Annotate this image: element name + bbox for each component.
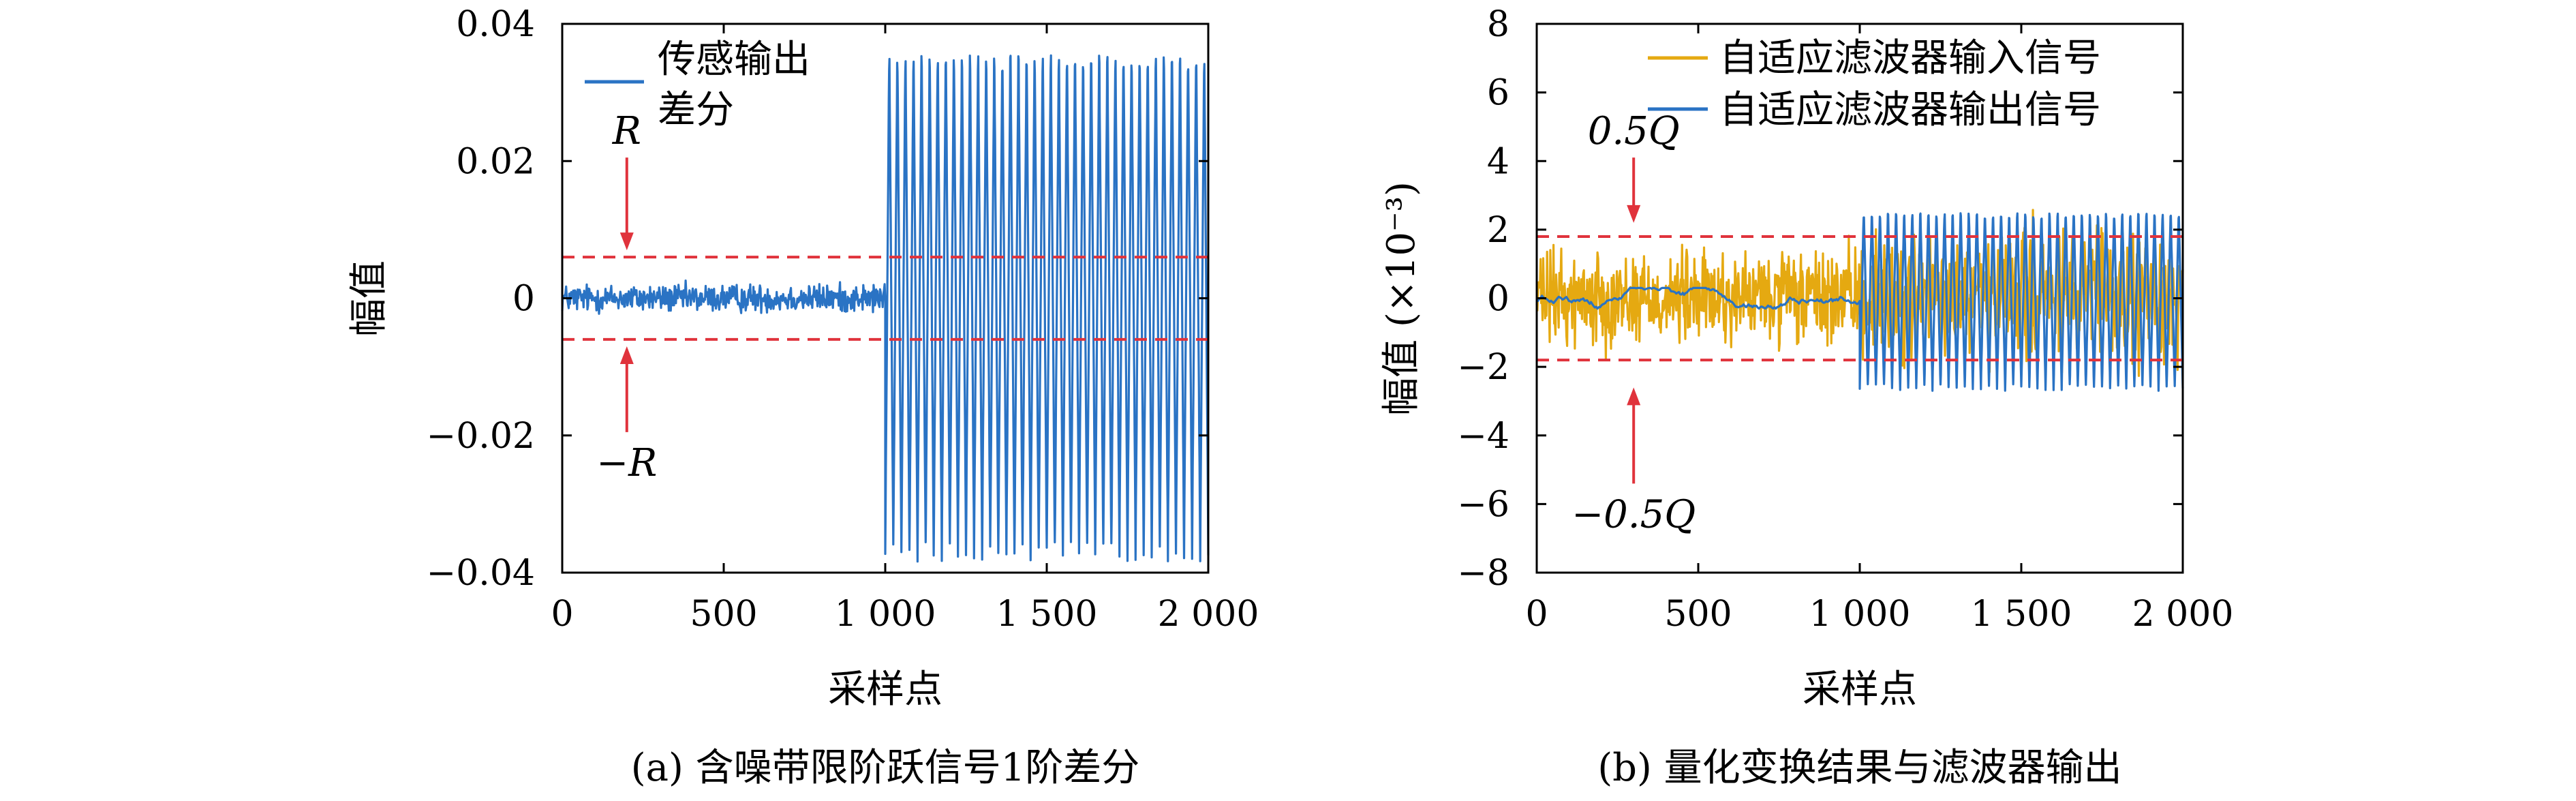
chart-a-xtick-label: 1 000 <box>835 594 936 635</box>
chart-b-xtick-label: 500 <box>1664 594 1732 635</box>
chart-a-series-lines <box>561 54 1210 563</box>
chart-b-annotation-arrowhead-0 <box>1627 205 1641 223</box>
chart-a-ytick-label: −0.04 <box>427 553 535 594</box>
chart-b-legend-label-input: 自适应滤波器输入信号 <box>1719 36 2101 80</box>
chart-a-plot-area <box>561 22 1210 574</box>
chart-b-plot-area <box>1535 22 2184 574</box>
chart-b-ytick-label: −2 <box>1457 347 1509 388</box>
chart-a-xtick-label: 1 500 <box>996 594 1098 635</box>
chart-a-ytick-label: 0.02 <box>456 141 535 182</box>
chart-a-ticks: 0 500 1 000 1 500 2 000 −0.04 −0.02 0 0.02 0.04 <box>427 4 1259 635</box>
chart-a-caption: (a) 含噪带限阶跃信号1阶差分 <box>631 746 1140 790</box>
chart-a: 0 500 1 000 1 500 2 000 −0.04 −0.02 0 0.02 0.04 传… <box>347 4 1259 790</box>
chart-b-series-lines <box>1535 209 2184 392</box>
chart-b-ytick-label: 0 <box>1487 279 1509 320</box>
chart-a-ytick-label: −0.02 <box>427 416 535 457</box>
chart-b-series-line-1 <box>1535 212 2184 392</box>
chart-b-ytick-label: 4 <box>1487 141 1509 182</box>
chart-b-annotation-label-0: 0.5Q <box>1588 109 1680 153</box>
chart-b-ytick-label: −6 <box>1457 484 1509 525</box>
chart-b-ytick-label: 8 <box>1487 4 1509 45</box>
chart-a-legend: 传感输出 差分 <box>585 37 810 132</box>
chart-a-annotation-arrowhead-1 <box>619 346 634 364</box>
chart-b-ytick-label: 6 <box>1487 73 1509 114</box>
chart-b-annotations: 0.5Q −0.5Q <box>1571 109 1696 536</box>
chart-a-xtick-label: 2 000 <box>1158 594 1259 635</box>
chart-a-annotation-label-0: R <box>612 109 641 153</box>
chart-b-legend-label-output: 自适应滤波器输出信号 <box>1719 88 2101 132</box>
chart-a-annotations: R −R <box>596 109 657 485</box>
chart-a-annotation-arrowhead-0 <box>619 232 634 251</box>
chart-b-ticks: 0 500 1 000 1 500 2 000 −8 −6 −4 −2 0 2 4 6 8 <box>1457 4 2233 635</box>
chart-b-xtick-label: 1 500 <box>1971 594 2072 635</box>
chart-a-ytick-label: 0 <box>512 279 535 320</box>
chart-b-xtick-label: 0 <box>1525 594 1548 635</box>
chart-a-threshold-lines <box>562 256 1208 341</box>
chart-a-xtick-label: 500 <box>690 594 757 635</box>
chart-a-ytick-label: 0.04 <box>456 4 535 45</box>
chart-a-series-line-0 <box>561 54 1210 563</box>
chart-a-xtick-label: 0 <box>551 594 573 635</box>
chart-b: 0 500 1 000 1 500 2 000 −8 −6 −4 −2 0 2 4 6 8 自适应滤波器输… <box>1379 4 2233 790</box>
chart-b-annotation-label-1: −0.5Q <box>1571 492 1696 536</box>
chart-a-legend-label-line1: 传感输出 <box>658 37 810 82</box>
chart-b-xtick-label: 2 000 <box>2132 594 2234 635</box>
chart-a-xlabel: 采样点 <box>828 667 942 712</box>
chart-b-ytick-label: −8 <box>1457 553 1509 594</box>
chart-b-xlabel: 采样点 <box>1803 667 1917 712</box>
chart-a-annotation-label-1: −R <box>596 441 657 485</box>
chart-b-annotation-arrowhead-1 <box>1627 387 1641 406</box>
chart-b-caption: (b) 量化变换结果与滤波器输出 <box>1597 746 2121 790</box>
chart-a-legend-label-line2: 差分 <box>658 88 734 132</box>
chart-a-ylabel: 幅值 <box>347 260 391 337</box>
chart-b-threshold-lines <box>1537 235 2183 362</box>
chart-b-xtick-label: 1 000 <box>1809 594 1911 635</box>
chart-b-ytick-label: 2 <box>1487 210 1509 251</box>
chart-b-ylabel: 幅值 (×10⁻³) <box>1379 181 1424 416</box>
chart-b-legend: 自适应滤波器输入信号 自适应滤波器输出信号 <box>1648 36 2101 132</box>
chart-b-ytick-label: −4 <box>1457 416 1509 457</box>
